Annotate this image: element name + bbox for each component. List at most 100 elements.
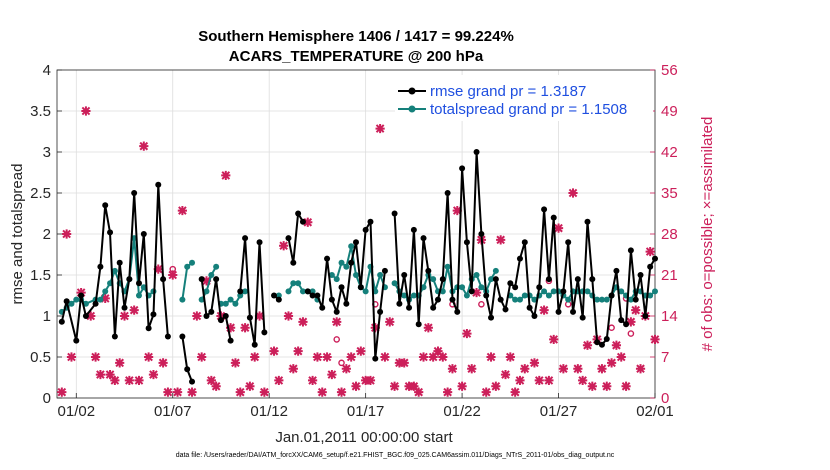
obs-assimilated-marker <box>192 311 202 321</box>
obs-assimilated-marker <box>105 369 115 380</box>
obs-assimilated-marker <box>404 381 414 391</box>
rmse-point <box>459 165 466 172</box>
spread-point <box>295 280 302 287</box>
obs-assimilated-marker <box>370 323 380 333</box>
x-tick-label: 01/07 <box>154 403 192 420</box>
spread-point <box>285 288 292 295</box>
y-tick-label: 3 <box>43 144 51 161</box>
obs-assimilated-marker <box>144 352 154 362</box>
spread-point <box>603 296 610 303</box>
spread-point <box>208 272 215 278</box>
obs-assimilated-marker <box>346 352 356 362</box>
obs-assimilated-marker <box>389 381 400 391</box>
rmse-point <box>242 235 249 242</box>
obs-assimilated-marker <box>81 106 91 116</box>
spread-point <box>473 272 480 278</box>
rmse-point <box>184 366 191 373</box>
rmse-point <box>478 231 485 237</box>
obs-assimilated-marker <box>568 188 578 198</box>
rmse-point <box>381 267 388 274</box>
rmse-point <box>473 149 480 155</box>
rmse-point <box>536 284 543 291</box>
rmse-point <box>468 288 475 295</box>
obs-assimilated-marker <box>496 235 506 245</box>
obs-assimilated-marker <box>394 358 405 368</box>
y-right-tick-label: 42 <box>661 144 678 161</box>
spread-point <box>203 288 210 295</box>
spread-point <box>353 272 359 278</box>
y-tick-label: 1 <box>43 308 51 325</box>
obs-assimilated-marker <box>467 364 477 374</box>
obs-assimilated-marker <box>361 375 371 386</box>
obs-assimilated-marker <box>650 334 660 345</box>
legend-box <box>395 75 653 121</box>
obs-assimilated-marker <box>303 217 313 227</box>
obs-assimilated-marker <box>259 387 269 397</box>
obs-assimilated-marker <box>197 352 207 362</box>
rmse-point <box>560 288 567 295</box>
rmse-point <box>150 311 157 318</box>
rmse-point <box>324 255 331 262</box>
obs-assimilated-marker <box>235 387 245 397</box>
obs-assimilated-marker <box>211 381 221 391</box>
rmse-point <box>652 255 658 262</box>
obs-assimilated-marker <box>553 223 564 233</box>
obs-assimilated-marker <box>587 381 597 391</box>
rmse-point <box>647 263 654 270</box>
rmse-point <box>410 226 417 233</box>
spread-point <box>82 300 89 307</box>
rmse-point <box>497 296 504 303</box>
rmse-point <box>348 259 355 266</box>
x-axis-ticks: 01/02 01/07 01/12 01/17 01/22 01/27 02/01 <box>58 393 674 420</box>
y-tick-label: 0.5 <box>30 349 51 366</box>
spread-point <box>516 296 523 303</box>
rmse-point <box>425 267 432 274</box>
obs-assimilated-marker <box>230 358 241 368</box>
rmse-point <box>135 280 142 287</box>
obs-assimilated-marker <box>240 323 250 333</box>
obs-assimilated-marker <box>529 358 540 368</box>
rmse-point <box>502 306 509 313</box>
rmse-point <box>463 239 470 246</box>
legend-spread-label: totalspread grand pr = 1.1508 <box>430 101 627 118</box>
spread-point <box>594 296 601 303</box>
obs-assimilated-marker <box>129 305 139 315</box>
rmse-point <box>401 272 408 278</box>
obs-assimilated-marker <box>250 352 260 362</box>
spread-point <box>328 272 335 278</box>
rmse-point <box>642 313 649 319</box>
spread-point <box>459 284 466 291</box>
rmse-point <box>213 276 220 283</box>
spread-point <box>111 267 118 274</box>
obs-assimilated-marker <box>515 375 525 386</box>
obs-assimilated-marker <box>95 369 106 380</box>
obs-assimilated-marker <box>447 364 458 374</box>
spread-point <box>309 288 316 295</box>
rmse-point <box>565 239 572 246</box>
rmse-point <box>531 313 538 319</box>
obs-assimilated-marker <box>351 381 361 391</box>
spread-point <box>140 284 147 291</box>
rmse-point <box>516 255 523 262</box>
x-tick-label: 02/01 <box>636 403 674 420</box>
rmse-point <box>632 296 639 303</box>
spread-point <box>338 259 345 266</box>
obs-assimilated-marker <box>172 387 183 397</box>
rmse-point <box>227 337 234 344</box>
obs-assimilated-marker <box>486 352 496 362</box>
obs-assimilated-marker <box>119 311 130 321</box>
spread-point <box>444 263 451 270</box>
spread-point <box>242 288 249 295</box>
rmse-point <box>406 304 413 311</box>
obs-assimilated-marker <box>62 229 72 239</box>
rmse-point <box>541 206 548 213</box>
obs-assimilated-marker <box>631 305 641 315</box>
obs-assimilated-marker <box>573 364 583 374</box>
obs-assimilated-marker <box>597 364 607 374</box>
obs-assimilated-marker <box>606 358 617 368</box>
rmse-point <box>454 308 461 315</box>
spread-point <box>410 292 417 299</box>
obs-assimilated-marker <box>341 364 351 374</box>
spread-point <box>275 292 282 299</box>
spread-point <box>213 263 220 270</box>
